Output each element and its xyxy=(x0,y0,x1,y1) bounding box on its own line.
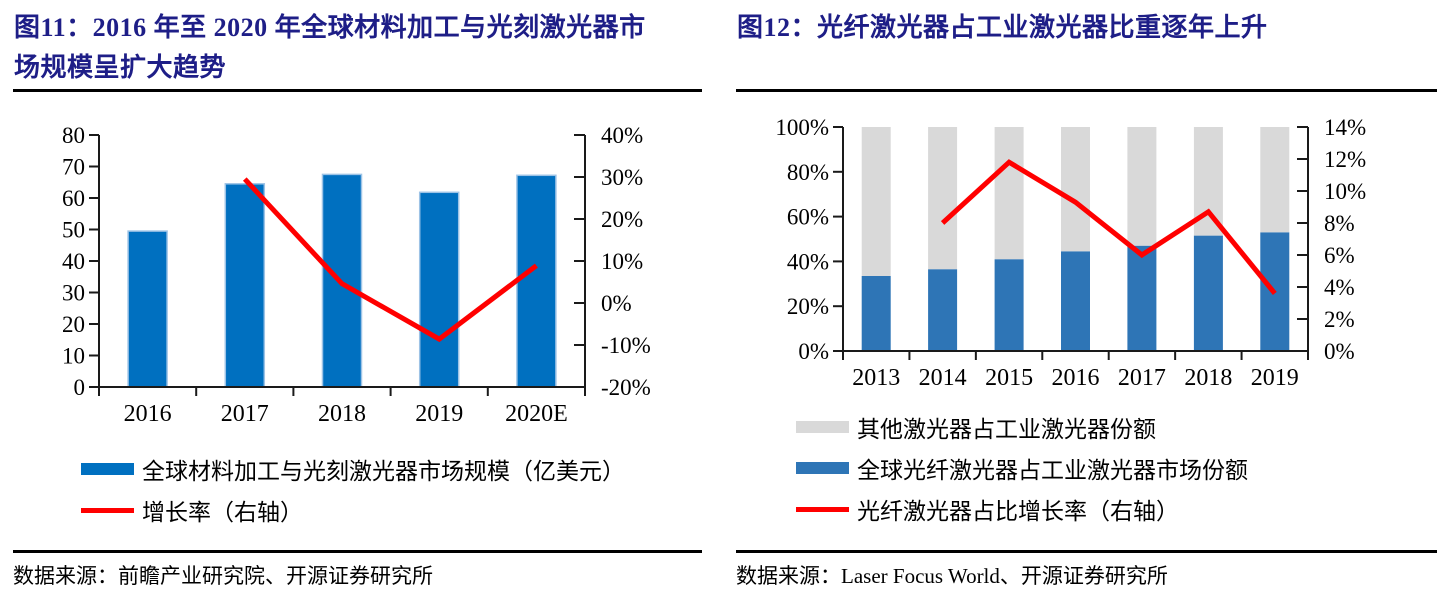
right-axis-tick-label: 2% xyxy=(1324,307,1355,332)
legend-item: 其他激光器占工业激光器份额 xyxy=(796,413,1248,442)
left-axis-tick-label: 80% xyxy=(787,160,829,185)
figure-12-source: 数据来源：Laser Focus World、开源证券研究所 xyxy=(736,564,1168,588)
left-axis-tick-label: 40% xyxy=(787,249,829,274)
left-axis-tick-label: 50 xyxy=(62,218,85,243)
figure-11-source: 数据来源：前瞻产业研究院、开源证券研究所 xyxy=(13,564,433,588)
right-axis-tick-label: 30% xyxy=(601,165,643,190)
legend-label: 全球光纤激光器占工业激光器市场份额 xyxy=(857,458,1248,483)
right-axis-tick-label: 12% xyxy=(1324,147,1366,172)
fig11-legend: 全球材料加工与光刻激光器市场规模（亿美元） 增长率（右轴） xyxy=(81,455,625,537)
figure-12-source-rule xyxy=(736,550,1437,553)
figure-11-source-rule xyxy=(13,550,702,553)
bar-2015 xyxy=(994,127,1024,260)
x-category-label: 2018 xyxy=(318,401,366,427)
bar-2013 xyxy=(861,276,891,351)
right-axis-tick-label: 8% xyxy=(1324,211,1355,236)
x-category-label: 2014 xyxy=(919,365,967,391)
bar-2016 xyxy=(127,230,168,388)
bar-2015 xyxy=(994,259,1024,351)
legend-item: 增长率（右轴） xyxy=(81,496,625,525)
left-axis-tick-label: 20 xyxy=(62,312,85,337)
line-swatch-icon xyxy=(81,507,134,513)
fig11-chart: 0 10 20 30 40 50 60 70 80 -20% -10% 0% 10% 20% 30% 40% 2… xyxy=(62,123,651,427)
legend-item: 光纤激光器占比增长率（右轴） xyxy=(796,495,1248,524)
x-category-label: 2020E xyxy=(505,401,568,427)
left-axis-tick-label: 100% xyxy=(775,115,829,140)
right-axis-tick-label: 0% xyxy=(601,291,632,316)
legend-label: 全球材料加工与光刻激光器市场规模（亿美元） xyxy=(142,459,625,484)
growth-rate-line xyxy=(242,177,538,343)
bar-2017 xyxy=(1127,127,1157,246)
bar-2017 xyxy=(1127,245,1157,351)
line-swatch-icon xyxy=(796,506,849,512)
figure-11-title-rule xyxy=(13,89,702,92)
left-axis-tick-label: 20% xyxy=(787,294,829,319)
axis-labels: 0 10 20 30 40 50 60 70 80 -20% -10% 0% 10% 20% 30% 40% 2… xyxy=(62,123,651,427)
bar-2019 xyxy=(1260,127,1290,233)
left-axis-tick-label: 30 xyxy=(62,281,85,306)
legend-label: 光纤激光器占比增长率（右轴） xyxy=(857,499,1179,524)
growth-rate-line xyxy=(940,159,1277,295)
left-axis-tick-label: 60% xyxy=(787,205,829,230)
x-category-label: 2016 xyxy=(1052,365,1100,391)
left-axis-tick-label: 60 xyxy=(62,186,85,211)
bar-2019 xyxy=(418,191,460,388)
figure-11-title: 图11：2016 年至 2020 年全球材料加工与光刻激光器市场规模呈扩大趋势 xyxy=(14,13,646,82)
right-axis-tick-label: 4% xyxy=(1324,275,1355,300)
right-axis-tick-label: 14% xyxy=(1324,115,1366,140)
legend-label: 增长率（右轴） xyxy=(142,500,303,525)
x-category-label: 2019 xyxy=(415,401,463,427)
bar-2017 xyxy=(224,183,266,388)
x-category-label: 2018 xyxy=(1184,365,1232,391)
right-axis-tick-label: -20% xyxy=(601,375,651,400)
bar-2016 xyxy=(1061,251,1090,351)
x-category-label: 2017 xyxy=(1118,365,1166,391)
bar-swatch-icon xyxy=(796,421,849,433)
bar-2020E xyxy=(516,174,557,388)
fig12-chart: 0% 20% 40% 60% 80% 100% 0% 2% 4% 6% 8% 10% 12% 14% 201… xyxy=(775,115,1366,391)
legend-label: 其他激光器占工业激光器份额 xyxy=(857,417,1156,442)
bar-2014 xyxy=(928,127,958,270)
bar-2016 xyxy=(1061,127,1090,252)
legend-item: 全球光纤激光器占工业激光器市场份额 xyxy=(796,454,1248,483)
axis-labels: 0% 20% 40% 60% 80% 100% 0% 2% 4% 6% 8% 10% 12% 14% 201… xyxy=(775,115,1366,391)
left-axis-tick-label: 70 xyxy=(62,155,85,180)
axes xyxy=(833,126,1309,360)
left-axis-tick-label: 40 xyxy=(62,249,85,274)
bar-2013 xyxy=(861,127,891,276)
bar-2014 xyxy=(928,269,958,351)
right-axis-tick-label: 20% xyxy=(601,207,643,232)
right-axis-tick-label: 40% xyxy=(601,123,643,148)
x-category-label: 2017 xyxy=(221,401,269,427)
left-axis-tick-label: 0 xyxy=(74,375,86,400)
x-category-label: 2013 xyxy=(852,365,900,391)
bar-2018 xyxy=(1193,235,1223,351)
x-category-label: 2019 xyxy=(1251,365,1299,391)
figure-12-title: 图12：光纤激光器占工业激光器比重逐年上升 xyxy=(737,13,1268,42)
x-category-label: 2016 xyxy=(124,401,172,427)
right-axis-tick-label: 6% xyxy=(1324,243,1355,268)
figure-12-title-rule xyxy=(736,89,1437,92)
bar-swatch-icon xyxy=(81,463,134,475)
left-axis-tick-label: 0% xyxy=(798,339,829,364)
bar-swatch-icon xyxy=(796,462,849,474)
right-axis-tick-label: 10% xyxy=(1324,179,1366,204)
left-axis-tick-label: 80 xyxy=(62,123,85,148)
left-axis-tick-label: 10 xyxy=(62,344,85,369)
bars xyxy=(861,127,1290,351)
right-axis-tick-label: 0% xyxy=(1324,339,1355,364)
fig12-legend: 其他激光器占工业激光器份额 全球光纤激光器占工业激光器市场份额 光纤激光器占比增… xyxy=(796,413,1248,536)
right-axis-tick-label: 10% xyxy=(601,249,643,274)
axes xyxy=(89,134,586,396)
legend-item: 全球材料加工与光刻激光器市场规模（亿美元） xyxy=(81,455,625,484)
right-axis-tick-label: -10% xyxy=(601,333,651,358)
x-category-label: 2015 xyxy=(985,365,1033,391)
